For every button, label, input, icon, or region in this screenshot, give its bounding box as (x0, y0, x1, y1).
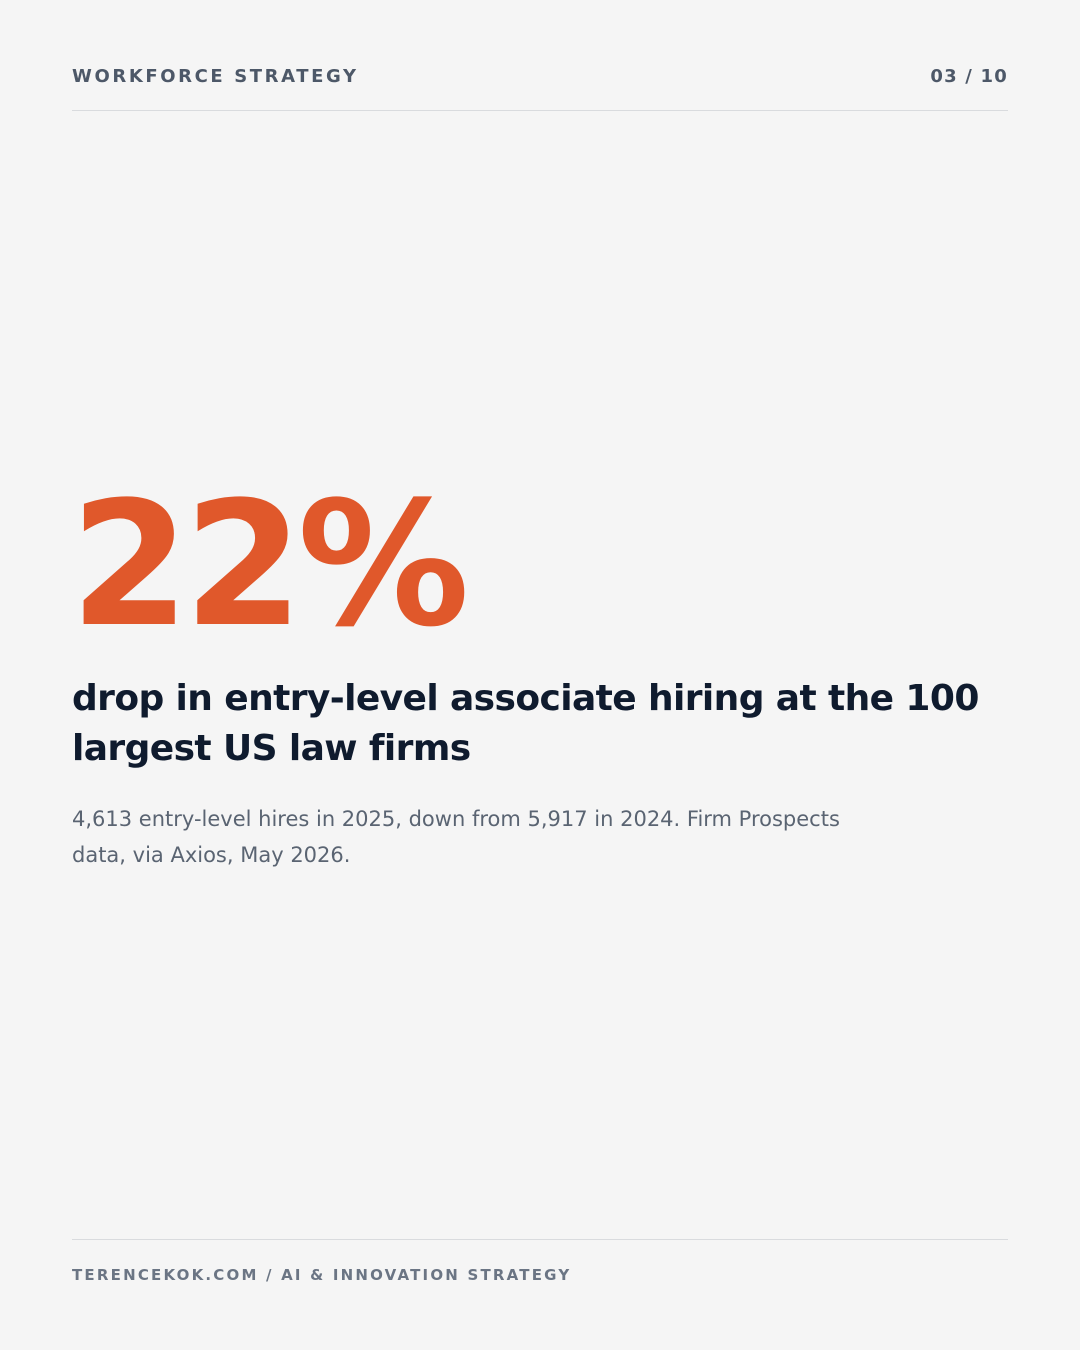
stat-detail: 4,613 entry-level hires in 2025, down fr… (72, 807, 840, 867)
section-label: WORKFORCE STRATEGY (72, 66, 359, 87)
footer-label: TERENCEKOK.COM / AI & INNOVATION STRATEG… (72, 1266, 572, 1284)
footer-divider (72, 1239, 1008, 1240)
stat-value: 22% (70, 464, 470, 665)
header-divider (72, 110, 1008, 111)
stat-headline: drop in entry-level associate hiring at … (72, 678, 979, 769)
page-indicator: 03 / 10 (930, 66, 1008, 87)
